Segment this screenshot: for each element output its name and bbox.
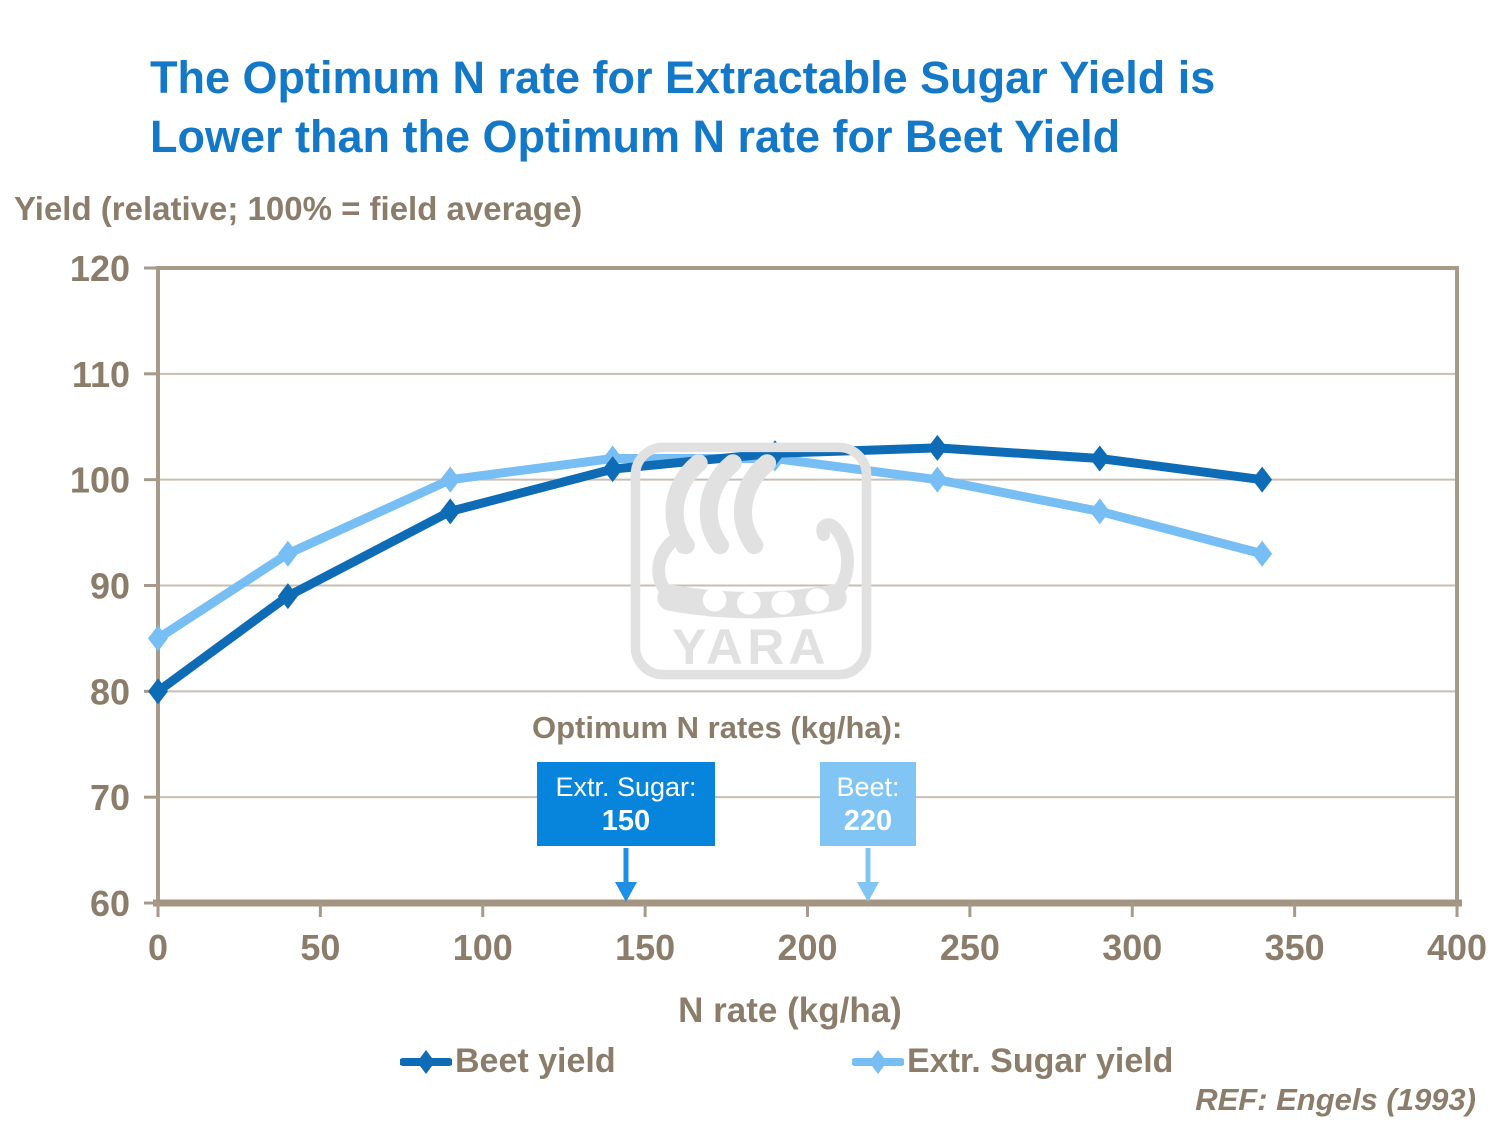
data-point-diamond — [1252, 466, 1273, 493]
x-tick-label: 0 — [148, 927, 168, 968]
data-point-diamond — [148, 678, 168, 705]
data-point-diamond — [1252, 540, 1273, 567]
y-tick-label: 80 — [90, 671, 130, 712]
optimum-box-beet-label: Beet: — [836, 772, 900, 802]
legend-marker-extr-sugar-icon — [852, 1049, 904, 1074]
y-tick-label: 100 — [70, 460, 130, 501]
data-point-diamond — [1089, 498, 1110, 525]
legend-item-extr-sugar-yield: Extr. Sugar yield — [852, 1042, 1173, 1081]
y-tick-label: 70 — [90, 777, 130, 818]
y-tick-label: 110 — [72, 354, 130, 395]
data-point-diamond — [927, 466, 948, 493]
x-tick-label: 250 — [940, 927, 1000, 968]
x-axis-title: N rate (kg/ha) — [678, 991, 902, 1030]
y-tick-label: 120 — [70, 248, 130, 289]
legend-label-extr-sugar: Extr. Sugar yield — [907, 1042, 1174, 1080]
reference-citation: REF: Engels (1993) — [1195, 1082, 1476, 1117]
optimum-box-beet-value: 220 — [843, 805, 893, 837]
data-point-diamond — [602, 456, 623, 483]
y-axis-title: Yield (relative; 100% = field average) — [14, 190, 583, 227]
axis-tick-labels: 60 70 80 90 100 110 120 0 50 100 150 200 250 300 350 40… — [70, 248, 1487, 968]
optimum-box-beet: Beet: 220 — [820, 762, 916, 846]
x-tick-label: 150 — [615, 927, 675, 968]
title-line-1: The Optimum N rate for Extractable Sugar… — [150, 52, 1216, 103]
data-point-diamond — [148, 625, 168, 652]
optimum-box-extr-sugar-label: Extr. Sugar: — [555, 772, 697, 802]
optimum-arrows — [615, 848, 879, 902]
axis-ticks — [144, 266, 1459, 917]
y-tick-label: 60 — [90, 883, 130, 924]
legend-marker-beet-icon — [400, 1049, 452, 1074]
data-point-diamond — [927, 434, 948, 461]
yara-logo-watermark-icon: YARA — [630, 442, 872, 680]
data-point-diamond — [1089, 445, 1110, 472]
x-tick-label: 350 — [1265, 927, 1325, 968]
legend-item-beet-yield: Beet yield — [400, 1042, 616, 1081]
title-line-2: Lower than the Optimum N rate for Beet Y… — [150, 111, 1121, 162]
data-point-diamond — [277, 583, 298, 610]
y-tick-label: 90 — [90, 566, 130, 607]
page-title: The Optimum N rate for Extractable Sugar… — [150, 48, 1215, 166]
annotation-title: Optimum N rates (kg/ha): — [532, 710, 903, 745]
optimum-box-extr-sugar-value: 150 — [601, 805, 651, 837]
x-tick-label: 400 — [1427, 927, 1487, 968]
data-point-diamond — [440, 466, 461, 493]
x-tick-label: 300 — [1102, 927, 1162, 968]
x-tick-label: 100 — [453, 927, 513, 968]
optimum-box-extr-sugar: Extr. Sugar: 150 — [537, 762, 715, 846]
legend-label-beet: Beet yield — [455, 1042, 616, 1080]
data-point-diamond — [440, 498, 461, 525]
data-point-diamond — [277, 540, 298, 567]
watermark-text: YARA — [672, 618, 830, 675]
x-tick-label: 200 — [777, 927, 837, 968]
x-tick-label: 50 — [300, 927, 340, 968]
